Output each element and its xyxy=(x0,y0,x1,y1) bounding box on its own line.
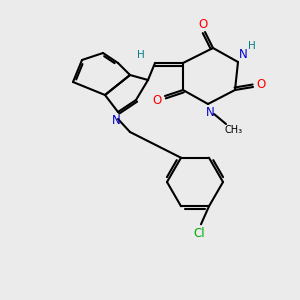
Text: N: N xyxy=(112,115,120,128)
Text: N: N xyxy=(206,106,214,118)
Text: CH₃: CH₃ xyxy=(225,125,243,135)
Text: N: N xyxy=(238,49,247,62)
Text: H: H xyxy=(248,41,256,51)
Text: O: O xyxy=(198,17,208,31)
Text: O: O xyxy=(152,94,162,106)
Text: Cl: Cl xyxy=(193,227,205,240)
Text: H: H xyxy=(137,50,145,60)
Text: O: O xyxy=(256,79,266,92)
